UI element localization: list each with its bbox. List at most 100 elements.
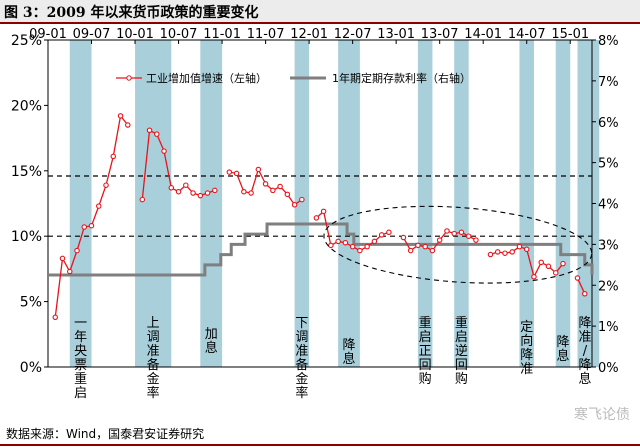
ip-point — [291, 202, 298, 208]
ip-point — [552, 270, 559, 276]
figure-title: 图 3：2009 年以来货币政策的重要变化 — [4, 5, 259, 21]
event-label-e9: 降息 — [556, 335, 569, 364]
y-right-tick-label: 6% — [598, 116, 619, 131]
ip-point — [226, 169, 233, 175]
axes: 0% 5% 10% 15% 20% 25% 0% 1% 2% 3% 4% 5% 6% 7% 8% 09-01 0… — [11, 27, 619, 376]
ip-point — [103, 182, 109, 188]
ip-point — [538, 259, 544, 266]
ip-point — [241, 188, 247, 195]
policy-band-e3 — [200, 40, 223, 367]
ip-point — [400, 234, 407, 241]
ip-line-segment-6 — [576, 277, 586, 295]
ip-series — [52, 113, 588, 321]
ip-point — [190, 190, 196, 196]
x-tick-label: 14-07 — [508, 27, 546, 42]
ip-point — [197, 192, 204, 199]
ip-point — [154, 131, 160, 137]
y-right-tick-label: 2% — [598, 279, 619, 294]
ip-point — [183, 182, 189, 188]
ip-point — [313, 215, 320, 221]
bottom-rule — [0, 444, 640, 446]
ip-point — [335, 238, 341, 245]
y-left-tick-label: 25% — [11, 33, 42, 49]
ip-point — [422, 243, 428, 250]
x-tick-label: 13-01 — [377, 27, 415, 42]
ip-point — [407, 247, 414, 254]
ip-point — [270, 187, 276, 194]
ip-point — [81, 224, 88, 230]
ip-point — [161, 148, 167, 154]
ip-point — [429, 247, 436, 254]
x-tick-label: 13-07 — [421, 27, 459, 42]
ip-point — [415, 242, 421, 249]
ip-point — [357, 247, 363, 254]
ip-point — [125, 122, 131, 128]
ip-point — [52, 314, 59, 321]
event-labels: 一年央票重启上调准备金率加息下调准备金率降息重启正回购重启逆回购定向降准降息降准… — [74, 315, 591, 401]
ip-point — [117, 113, 124, 119]
ip-point — [233, 170, 240, 177]
ip-point — [371, 238, 378, 245]
ip-point — [74, 247, 80, 254]
x-tick-label: 10-01 — [116, 27, 154, 42]
ip-point — [67, 268, 73, 275]
ip-point — [328, 242, 334, 249]
deposit-rate-series — [48, 222, 594, 277]
event-label-e8: 定向降准 — [520, 320, 533, 377]
ip-point — [531, 273, 537, 280]
ip-point — [96, 203, 102, 209]
x-tick-label: 15-01 — [551, 27, 589, 42]
ip-point — [386, 229, 392, 236]
ip-point — [494, 249, 501, 255]
legend-ip-label: 工业增加值增速（左轴） — [146, 71, 267, 85]
y-right-tick-label: 3% — [598, 238, 619, 253]
ip-point — [299, 196, 305, 203]
legend: 工业增加值增速（左轴） 1年期定期存款利率（右轴） — [116, 71, 471, 85]
y-left-tick-label: 15% — [11, 164, 42, 180]
y-left-tick-label: 0% — [20, 360, 42, 376]
reference-lines — [48, 175, 592, 237]
event-label-e6: 重启正回购 — [419, 315, 432, 387]
ip-point — [458, 229, 465, 236]
ip-point — [59, 255, 66, 262]
policy-band-e9 — [555, 40, 571, 367]
ip-point — [248, 190, 254, 196]
event-label-e2: 上调准备金率 — [147, 316, 160, 401]
ip-point — [545, 263, 552, 270]
x-tick-label: 14-01 — [464, 27, 502, 42]
ip-point — [212, 187, 218, 194]
watermark: 寒飞论债 — [574, 407, 630, 423]
event-label-e5: 降息 — [343, 338, 356, 367]
ip-point — [320, 208, 327, 215]
ip-point — [364, 243, 370, 250]
deposit-rate-line — [48, 222, 594, 277]
ip-point — [204, 190, 211, 196]
y-right-tick-label: 4% — [598, 198, 619, 213]
policy-band-e5 — [338, 40, 360, 367]
ip-point — [146, 127, 153, 134]
event-label-e1: 一年央票重启 — [74, 316, 87, 401]
figure-title-bar: 图 3：2009 年以来货币政策的重要变化 — [0, 0, 640, 24]
y-left-tick-label: 20% — [11, 98, 42, 114]
ip-point — [509, 249, 515, 255]
x-tick-label: 10-07 — [160, 27, 198, 42]
event-label-e10: 降准/降息 — [578, 316, 591, 387]
policy-band-e2 — [135, 40, 172, 367]
ip-point — [523, 246, 530, 253]
ip-point — [110, 153, 117, 160]
y-right-tick-label: 5% — [598, 157, 619, 172]
y-right-tick-label: 1% — [598, 320, 619, 335]
ip-point — [378, 232, 385, 238]
y-left-tick-label: 10% — [11, 229, 42, 245]
ip-point — [465, 233, 472, 239]
ip-point — [255, 166, 262, 173]
policy-band-e1 — [69, 40, 92, 367]
ip-point — [175, 188, 182, 195]
x-tick-label: 09-07 — [73, 27, 111, 42]
y-left-tick-label: 5% — [20, 295, 42, 311]
ip-point — [342, 239, 349, 246]
event-label-e7: 重启逆回购 — [455, 315, 468, 387]
x-tick-label: 12-07 — [334, 27, 372, 42]
ip-point — [516, 243, 523, 250]
legend-rate-label: 1年期定期存款利率（右轴） — [332, 71, 471, 85]
